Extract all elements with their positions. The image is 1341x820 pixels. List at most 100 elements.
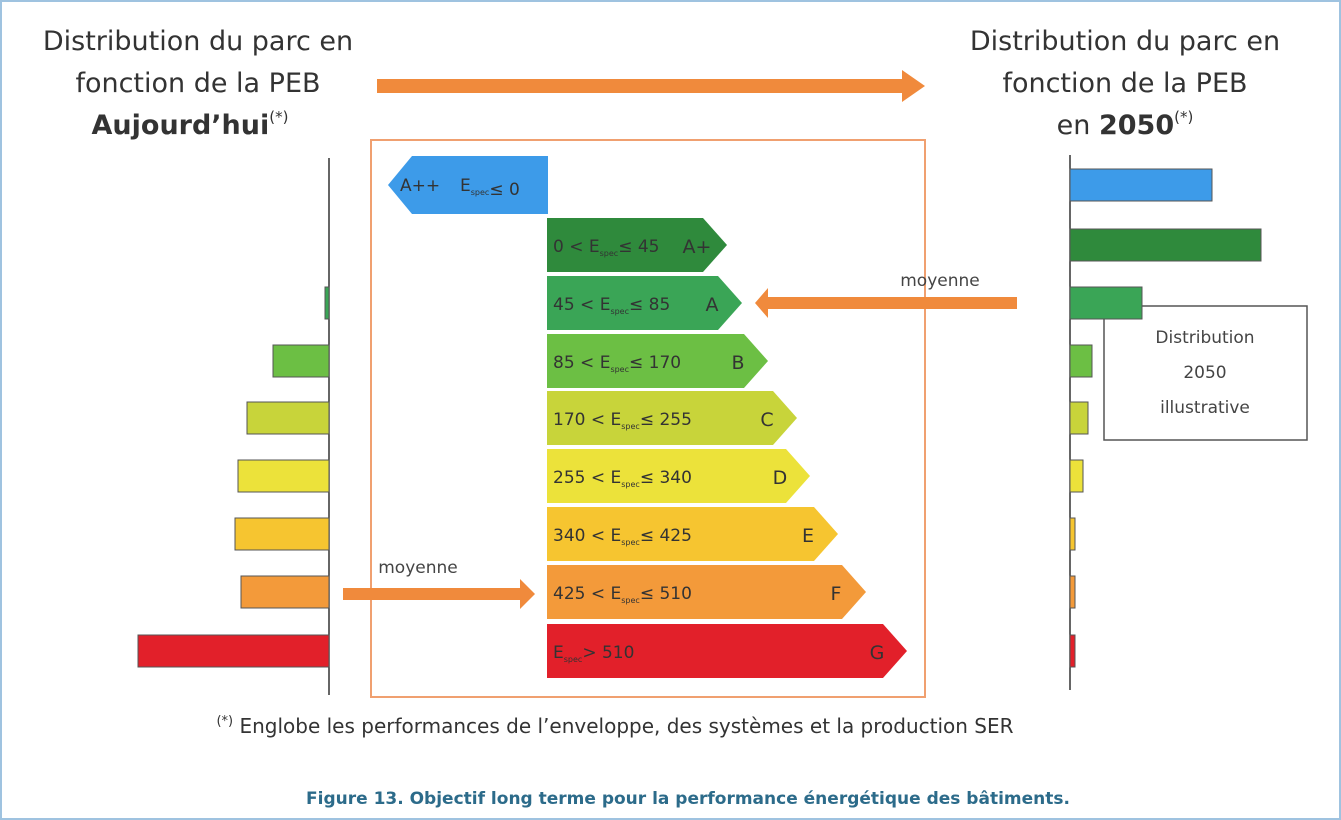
left-title: fonction de la PEB (75, 68, 320, 99)
energy-symbol: E (611, 584, 622, 604)
bar-2050 (1069, 344, 1093, 378)
class-label: 255 < Espec≤ 340 (553, 468, 692, 489)
bar-2050 (1069, 575, 1076, 609)
class-range: ≤ 510 (640, 584, 692, 604)
class-label: 0 < Espec≤ 45 (553, 237, 659, 258)
energy-sub: spec (621, 596, 640, 605)
class-arrow (547, 624, 907, 678)
class-arrow (547, 334, 768, 388)
title-part: en (1057, 110, 1099, 141)
energy-symbol: E (611, 468, 622, 488)
left-title: Distribution du parc en (43, 26, 353, 57)
bar-2050 (1069, 168, 1213, 202)
note-text: illustrative (1160, 398, 1250, 418)
energy-sub: spec (610, 307, 629, 316)
bar-2050 (1069, 228, 1262, 262)
energy-symbol: E (460, 176, 471, 196)
class-label: 340 < Espec≤ 425 (553, 526, 692, 547)
note-text: 2050 (1183, 363, 1226, 383)
right-title: en 2050(*) (1057, 108, 1194, 141)
class-label: 425 < Espec≤ 510 (553, 584, 692, 605)
class-name: B (731, 352, 744, 374)
footnote-text: Englobe les performances de l’enveloppe,… (233, 714, 1014, 738)
bar-2050 (1069, 401, 1089, 435)
today-bar (324, 286, 330, 320)
energy-symbol: E (611, 410, 622, 430)
title-part: 2050 (1099, 110, 1174, 141)
class-label: 45 < Espec≤ 85 (553, 295, 670, 316)
energy-symbol: E (600, 353, 611, 373)
today-bar (234, 517, 330, 551)
class-range: ≤ 425 (640, 526, 692, 546)
class-range: 0 < (553, 237, 583, 257)
class-range: 170 < (553, 410, 605, 430)
energy-sub: spec (621, 538, 640, 547)
class-range: ≤ 340 (640, 468, 692, 488)
class-range: ≤ 0 (489, 180, 519, 200)
class-arrow (547, 218, 727, 272)
energy-sub: spec (471, 188, 490, 197)
class-label: 170 < Espec≤ 255 (553, 410, 692, 431)
class-range: ≤ 85 (629, 295, 670, 315)
right-title: fonction de la PEB (1002, 68, 1247, 99)
footnote: (*) Englobe les performances de l’envelo… (216, 714, 1013, 738)
class-range: ≤ 45 (618, 237, 659, 257)
energy-sub: spec (600, 249, 619, 258)
class-range: 255 < (553, 468, 605, 488)
class-arrow (388, 156, 548, 214)
energy-sub: spec (621, 480, 640, 489)
top-arrow (377, 70, 925, 102)
right-title: Distribution du parc en (970, 26, 1280, 57)
energy-symbol: E (600, 295, 611, 315)
note-text: Distribution (1155, 328, 1254, 348)
title-mark: (*) (1174, 108, 1193, 126)
bar-2050 (1069, 459, 1084, 493)
class-name: D (773, 467, 788, 489)
title-part: Aujourd’hui (92, 110, 270, 141)
energy-symbol: E (589, 237, 600, 257)
class-range: 45 < (553, 295, 594, 315)
class-label: A++ Espec≤ 0 (400, 176, 520, 200)
class-range: ≤ 255 (640, 410, 692, 430)
class-name: A++ (400, 176, 440, 196)
class-range: > 510 (582, 643, 634, 663)
class-arrow (547, 565, 866, 619)
caption: Figure 13. Objectif long terme pour la p… (306, 789, 1070, 809)
today-bar (240, 575, 330, 609)
class-label: 85 < Espec≤ 170 (553, 353, 681, 374)
energy-symbol: E (553, 643, 564, 663)
class-label: Espec> 510 (553, 643, 634, 664)
bar-2050 (1069, 517, 1076, 551)
footnote-mark: (*) (216, 714, 233, 729)
today-bar (272, 344, 330, 378)
left-title: Aujourd’hui(*) (92, 108, 289, 141)
class-arrow (547, 449, 810, 503)
average-arrow-2050 (755, 288, 1017, 318)
class-range: ≤ 170 (629, 353, 681, 373)
class-name: F (831, 583, 842, 605)
note-box (1103, 305, 1308, 441)
today-bar (237, 459, 330, 493)
rows: A++ Espec≤ 00 < Espec≤ 45 A+45 < Espec≤ 85… (137, 156, 1262, 678)
class-range: 425 < (553, 584, 605, 604)
bar-2050 (1069, 286, 1143, 320)
class-range: 85 < (553, 353, 594, 373)
average-label: moyenne (378, 558, 458, 578)
average-arrow-today (343, 579, 535, 609)
class-name: E (802, 525, 814, 547)
energy-sub: spec (610, 365, 629, 374)
energy-sub: spec (564, 655, 583, 664)
title-mark: (*) (269, 108, 288, 126)
class-name: G (870, 642, 885, 664)
class-arrow (547, 507, 838, 561)
class-arrow (547, 276, 742, 330)
bar-2050 (1069, 634, 1076, 668)
today-bar (137, 634, 330, 668)
class-name: C (760, 409, 773, 431)
class-arrow (547, 391, 797, 445)
class-name: A+ (683, 236, 712, 258)
class-range: 340 < (553, 526, 605, 546)
energy-symbol: E (611, 526, 622, 546)
today-bar (246, 401, 330, 435)
